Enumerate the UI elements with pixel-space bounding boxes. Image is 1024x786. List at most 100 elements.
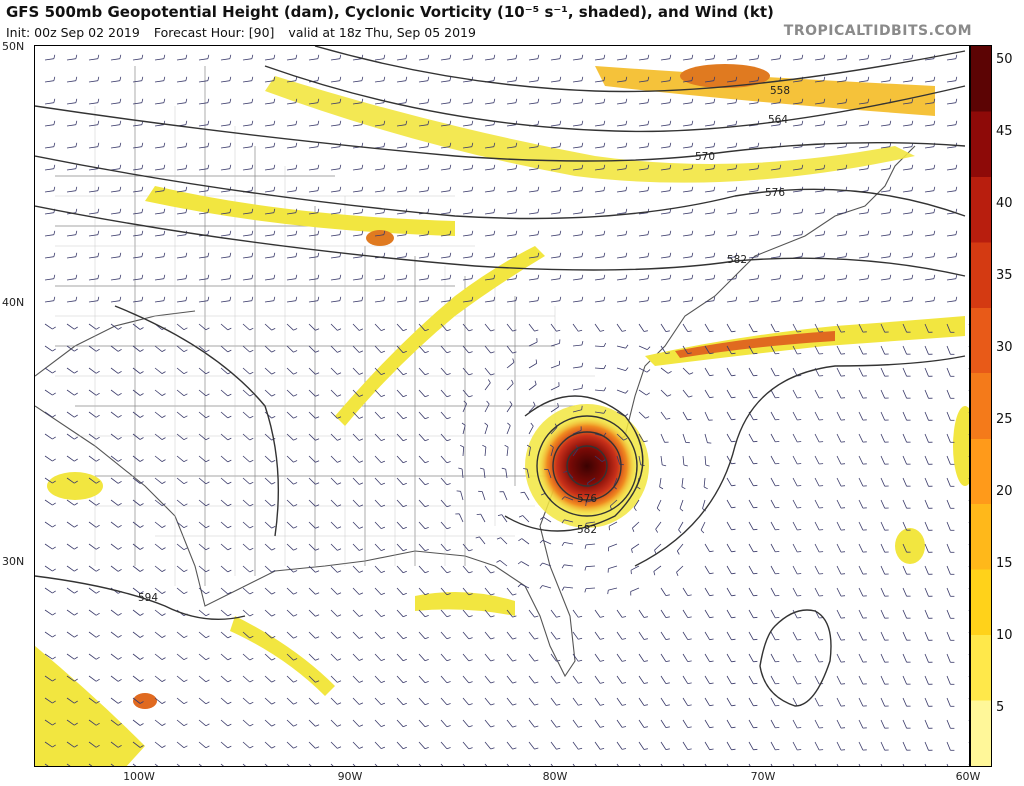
wind-barb — [286, 80, 296, 83]
wind-barb — [682, 80, 692, 83]
wind-barb-flag — [383, 274, 386, 279]
wind-barb-flag — [249, 503, 254, 507]
wind-barb-flag — [449, 186, 452, 191]
wind-barb — [682, 741, 689, 750]
wind-barb-flag — [119, 76, 122, 81]
wind-barb-flag — [249, 437, 254, 441]
wind-barb — [792, 653, 798, 663]
wind-barb-flag — [468, 395, 473, 398]
wind-barb — [396, 763, 400, 766]
wind-barb — [616, 256, 626, 259]
wind-barb-flag — [515, 252, 518, 257]
wind-barb — [352, 697, 360, 705]
wind-barb — [902, 367, 907, 377]
wind-barb — [396, 455, 404, 463]
wind-barb — [44, 278, 54, 281]
wind-barb-flag — [74, 612, 78, 616]
wind-barb-flag — [691, 208, 694, 213]
vort-gulf-band — [415, 592, 515, 616]
wind-barb — [418, 80, 428, 83]
wind-barb — [792, 609, 798, 619]
wind-barb-flag — [823, 274, 826, 279]
wind-barb-flag — [315, 350, 320, 353]
wind-barb-flag — [163, 54, 166, 59]
wind-barb-flag — [293, 394, 298, 397]
wind-barb-flag — [424, 747, 429, 750]
wind-barb — [66, 58, 76, 61]
wind-barb-flag — [559, 252, 562, 257]
wind-barb-flag — [293, 592, 298, 595]
wind-barb — [572, 212, 582, 215]
wind-barb — [176, 323, 185, 331]
wind-barb-flag — [600, 638, 605, 640]
wind-barb-flag — [361, 76, 364, 81]
wind-barb — [44, 256, 54, 259]
contour-564 — [264, 65, 966, 133]
wind-barb — [352, 741, 360, 749]
wind-barb-flag — [845, 76, 848, 81]
wind-barb — [572, 719, 579, 728]
wind-barb — [66, 80, 76, 83]
wind-barb — [88, 433, 97, 440]
wind-barb — [330, 499, 338, 507]
wind-barb-flag — [52, 414, 56, 418]
wind-barb-flag — [625, 367, 629, 371]
wind-barb-flag — [249, 701, 254, 705]
wind-barb — [902, 146, 912, 149]
wind-barb-flag — [161, 679, 166, 682]
wind-barb-flag — [603, 76, 606, 81]
wind-barb — [770, 763, 773, 766]
wind-barb-flag — [293, 570, 298, 573]
wind-barb-flag — [95, 414, 100, 418]
wind-barb — [836, 697, 842, 707]
wind-barb-flag — [687, 418, 692, 421]
wind-barb — [550, 385, 560, 391]
wind-barb — [814, 477, 820, 487]
wind-barb-flag — [603, 342, 607, 347]
wind-barb — [814, 543, 820, 553]
wind-barb — [572, 631, 579, 640]
wind-barb — [264, 763, 268, 766]
wind-barb — [440, 499, 448, 508]
wind-barb — [418, 256, 428, 259]
wind-barb-flag — [556, 615, 561, 618]
wind-barb-flag — [205, 415, 210, 419]
wind-barb-flag — [539, 562, 543, 567]
wind-barb-flag — [139, 547, 144, 550]
wind-barb — [792, 146, 802, 149]
wind-barb — [110, 741, 119, 748]
wind-barb-flag — [227, 613, 232, 617]
colorbar-label-45: 45 — [996, 124, 1013, 139]
wind-barb-flag — [471, 208, 474, 213]
wind-barb-flag — [669, 252, 672, 257]
wind-barb — [902, 587, 907, 597]
wind-barb — [528, 341, 538, 347]
wind-barb-flag — [249, 547, 254, 551]
wind-barb-flag — [315, 460, 320, 463]
wind-barb-flag — [339, 230, 342, 235]
wind-barb-flag — [490, 615, 495, 618]
wind-barb — [462, 565, 470, 574]
contour-570 — [35, 105, 966, 162]
wind-barb-flag — [889, 252, 892, 257]
wind-barb-flag — [315, 438, 320, 441]
wind-barb — [880, 58, 890, 61]
wind-barb-flag — [402, 526, 407, 530]
wind-barb — [264, 499, 272, 507]
wind-barb — [308, 499, 316, 507]
wind-barb — [638, 300, 648, 303]
wind-barb-flag — [75, 230, 78, 235]
wind-barb-flag — [271, 416, 276, 419]
wind-barb — [418, 587, 426, 595]
wind-barb — [484, 300, 494, 303]
wind-barb — [330, 300, 340, 303]
wind-barb-flag — [911, 54, 914, 59]
wind-barb — [44, 521, 53, 528]
wind-barb-flag — [665, 660, 670, 662]
wind-barb — [418, 499, 426, 507]
wind-barb-flag — [249, 415, 254, 419]
wind-barb-flag — [295, 208, 298, 213]
wind-barb-flag — [315, 526, 320, 529]
wind-barb — [352, 565, 360, 573]
wind-barb-flag — [119, 230, 122, 235]
